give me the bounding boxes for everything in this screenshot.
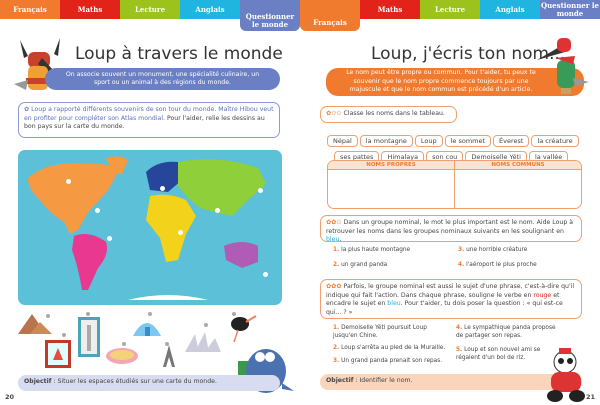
statue-of-liberty-icon[interactable]	[78, 317, 100, 357]
ex2-item-4: 4. l'aéroport le plus proche	[458, 262, 537, 268]
south-america	[72, 234, 107, 290]
map-dot[interactable]	[178, 230, 183, 235]
exercise-3-text: Parfois, le groupe nominal est aussi le …	[326, 283, 575, 299]
word-chip: le sommet	[444, 135, 492, 147]
pizza-icon[interactable]	[106, 348, 138, 364]
ex3-item-4: 4. Le sympathique panda propose de parta…	[456, 325, 556, 339]
souvenir-dot[interactable]	[122, 342, 126, 346]
difficulty-3-icon: ✿✿✿	[326, 283, 342, 290]
exercise-1-box: ✿✿✿ Classe les noms dans le tableau.	[320, 106, 457, 123]
column-header-noms-propres: NOMS PROPRES	[328, 161, 455, 169]
africa	[146, 194, 196, 262]
right-intro-banner: Le nom peut être propre ou commun. Pour …	[326, 68, 584, 96]
right-page-title: Loup, j'écris ton nom...	[371, 44, 566, 64]
blue-word: bleu	[326, 236, 340, 243]
pagoda-painting-icon[interactable]	[45, 340, 71, 368]
map-dot[interactable]	[95, 208, 100, 213]
word-bank-row-1: Népal la montagne Loup le sommet Éverest la c…	[326, 128, 580, 147]
map-dot[interactable]	[263, 272, 268, 277]
page-number-left: 20	[5, 393, 15, 401]
oceania	[224, 242, 258, 268]
souvenir-dot[interactable]	[148, 312, 152, 316]
eiffel-tower-icon[interactable]	[163, 345, 175, 367]
tab-questionner-left[interactable]: Questionner le monde	[240, 0, 300, 31]
star-icon: ✿	[24, 106, 30, 113]
exercise-3-text-2: et encadre le sujet en	[326, 291, 560, 308]
objective-label: Objectif	[326, 377, 354, 384]
tab-anglais-right[interactable]: Anglais	[480, 0, 540, 19]
north-america	[28, 163, 118, 234]
right-objective-bar: Objectif : Identifier le nom.	[320, 374, 582, 390]
ex3-item-3: 3. Un grand panda prenait son repas.	[333, 358, 443, 364]
left-instruction-box: ✿ Loup a rapporté différents souvenirs d…	[18, 102, 280, 138]
souvenir-dot[interactable]	[86, 312, 90, 316]
red-word: rouge	[533, 291, 552, 299]
tab-maths-left[interactable]: Maths	[60, 0, 120, 19]
column-header-noms-communs: NOMS COMMUNS	[491, 162, 545, 168]
word-chip: Népal	[327, 135, 358, 147]
souvenir-dot[interactable]	[204, 323, 208, 327]
left-intro-banner: On associe souvent un monument, une spéc…	[45, 68, 280, 90]
tab-questionner-right[interactable]: Questionner le monde	[540, 0, 600, 19]
tab-francais-right[interactable]: Français	[300, 0, 360, 31]
left-page-title: Loup à travers le monde	[75, 44, 283, 64]
tab-anglais-left[interactable]: Anglais	[180, 0, 240, 19]
noms-propres-cell[interactable]	[328, 170, 455, 208]
panda-mascot-illustration	[547, 348, 585, 402]
map-dot[interactable]	[258, 188, 263, 193]
exercise-3-box: ✿✿✿ Parfois, le groupe nominal est aussi…	[320, 279, 582, 319]
objective-text: : Identifier le nom.	[353, 377, 413, 384]
map-dot[interactable]	[107, 236, 112, 241]
objective-text: : Situer les espaces étudiés sur une car…	[51, 378, 217, 385]
exercise-1-text: Classe les noms dans le tableau.	[343, 110, 445, 117]
igloo-icon[interactable]	[133, 318, 161, 336]
map-dot[interactable]	[215, 208, 220, 213]
word-chip: Éverest	[493, 135, 530, 147]
page-number-right: 21	[586, 393, 596, 401]
word-chip: la montagne	[359, 135, 413, 147]
souvenir-dot[interactable]	[165, 342, 169, 346]
asia	[178, 159, 266, 216]
instruction-text: Pour l'aider, relie les dessins au bon p…	[24, 114, 265, 131]
word-chip: Loup	[414, 135, 443, 147]
tab-lecture-right[interactable]: Lecture	[420, 0, 480, 19]
sydney-opera-icon[interactable]	[185, 330, 221, 352]
word-chip: la créature	[531, 135, 579, 147]
tab-francais-left[interactable]: Français	[0, 0, 60, 19]
ex2-item-2: 2. un grand panda	[333, 262, 388, 268]
exercise-2-text: Dans un groupe nominal, le mot le plus i…	[326, 219, 574, 235]
europe	[146, 161, 182, 192]
noms-communs-cell[interactable]	[455, 170, 581, 208]
souvenir-dot[interactable]	[46, 314, 50, 318]
ex3-item-1: 1. Demoiselle Yéti poursuit Loup jusqu'e…	[333, 325, 427, 339]
ostrich-icon[interactable]	[228, 314, 258, 344]
exercise-2-box: ✿✿✿ Dans un groupe nominal, le mot le pl…	[320, 215, 582, 243]
blue-word: bleu	[387, 300, 401, 307]
map-dot[interactable]	[66, 179, 71, 184]
ex2-item-3: 3. une horrible créature	[458, 247, 528, 253]
exercise-3-text-3: . Pour t'aider, tu dois poser la questio…	[326, 300, 563, 316]
nouns-table[interactable]: NOMS PROPRES NOMS COMMUNS	[327, 160, 582, 209]
ex2-item-1: 1. la plus haute montagne	[333, 247, 411, 253]
souvenir-dot[interactable]	[232, 312, 236, 316]
punctuation: .	[339, 236, 342, 243]
ex3-item-2: 2. Loup s'arrêta au pied de la Muraille.	[333, 345, 446, 351]
difficulty-2-icon: ✿✿	[326, 219, 337, 226]
difficulty-1-icon: ✿	[326, 110, 332, 117]
world-map[interactable]	[18, 150, 282, 305]
antarctica	[128, 295, 208, 300]
pyramids-icon[interactable]	[18, 312, 52, 334]
tab-lecture-left[interactable]: Lecture	[120, 0, 180, 19]
greenland	[106, 156, 128, 174]
instruction-blue-text: Loup a rapporté différents souvenirs de …	[24, 106, 274, 122]
ex3-item-5: 5. Loup et son nouvel ami se régalent d'…	[456, 347, 541, 361]
souvenir-dot[interactable]	[62, 333, 66, 337]
tab-maths-right[interactable]: Maths	[360, 0, 420, 19]
objective-label: Objectif	[24, 378, 52, 385]
wolf-mascot-illustration	[537, 38, 589, 94]
left-objective-bar: Objectif : Situer les espaces étudiés su…	[18, 375, 280, 391]
map-dot[interactable]	[160, 186, 165, 191]
